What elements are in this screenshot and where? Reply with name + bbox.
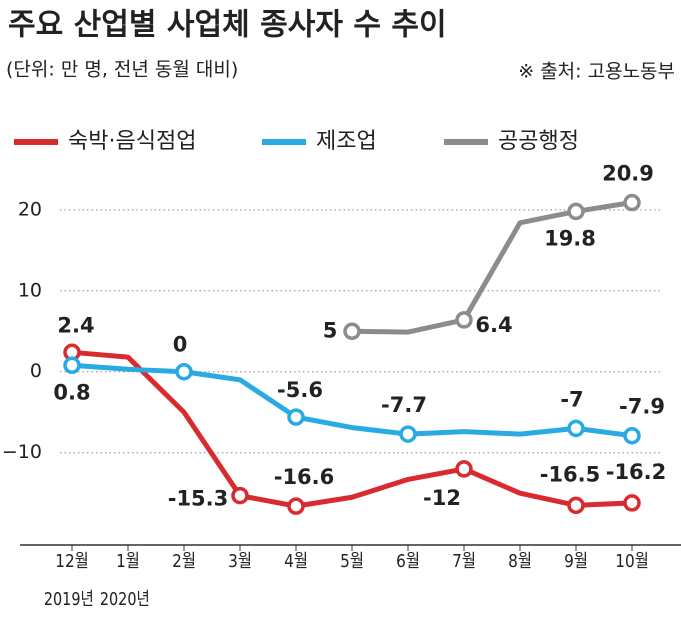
series-line	[71, 362, 633, 439]
data-label: 20.9	[602, 162, 654, 186]
legend-label: 공공행정	[498, 129, 579, 154]
x-year-label: 2020년	[100, 588, 150, 609]
data-label: -12	[423, 486, 461, 510]
data-label: -7.9	[619, 395, 665, 419]
x-year-label: 2019년	[44, 588, 94, 609]
data-point	[455, 460, 473, 478]
legend-label: 숙박·음식점업	[68, 129, 196, 154]
x-tick-label: 2월	[172, 550, 196, 572]
series-line	[351, 200, 633, 335]
x-tick-label: 7월	[452, 550, 476, 572]
legend-label: 제조업	[316, 129, 377, 154]
y-tick-label: 20	[18, 198, 42, 220]
data-label: -16.6	[274, 465, 335, 489]
chart-title: 주요 산업별 사업체 종사자 수 추이	[8, 8, 447, 43]
data-point	[287, 497, 305, 515]
y-tick-label: 0	[30, 360, 42, 382]
x-tick-label: 12월	[55, 550, 89, 572]
data-label: 6.4	[475, 313, 512, 337]
x-tick-label: 10월	[615, 550, 649, 572]
y-tick-label: −10	[2, 441, 42, 463]
x-tick-label: 4월	[284, 550, 308, 572]
data-label: 19.8	[544, 226, 596, 250]
data-point	[343, 322, 361, 341]
x-tick-label: 9월	[564, 550, 588, 572]
data-point	[567, 419, 585, 438]
data-point	[63, 356, 81, 375]
data-label: 0.8	[53, 380, 90, 404]
data-point	[567, 496, 585, 515]
y-tick-label: 10	[18, 279, 42, 301]
x-tick-label: 5월	[340, 550, 364, 572]
x-tick-label: 8월	[508, 550, 532, 572]
data-label: 0	[173, 333, 188, 357]
data-label: 5	[323, 318, 338, 342]
data-label: -7.7	[381, 393, 427, 417]
data-label: -7	[560, 387, 583, 411]
x-tick-label: 3월	[228, 550, 252, 572]
data-label: -5.6	[277, 378, 323, 402]
data-label: -16.5	[540, 462, 601, 486]
data-point	[623, 426, 641, 445]
x-tick-label: 1월	[116, 550, 140, 572]
data-label: -16.2	[606, 460, 667, 484]
data-label: 2.4	[57, 313, 94, 337]
data-point	[623, 494, 641, 512]
data-point	[455, 311, 473, 329]
data-point	[287, 408, 305, 426]
x-tick-label: 6월	[396, 550, 420, 572]
data-point	[175, 362, 193, 381]
data-point	[231, 486, 249, 505]
data-point	[399, 425, 417, 443]
data-point	[567, 202, 585, 221]
data-point	[623, 193, 641, 212]
series-line	[71, 349, 633, 509]
source: ※ 출처: 고용노동부	[518, 61, 675, 83]
data-label: -15.3	[168, 487, 229, 511]
subtitle: (단위: 만 명, 전년 동월 대비)	[6, 59, 238, 81]
